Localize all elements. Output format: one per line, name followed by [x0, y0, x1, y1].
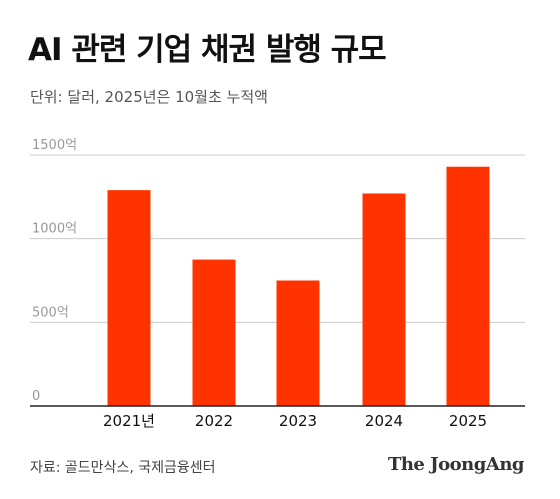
bar [107, 190, 151, 406]
x-tick-label: 2023 [279, 412, 317, 430]
y-tick-label: 1500억 [32, 138, 77, 153]
publisher-logo: The JoongAng [387, 454, 525, 475]
x-tick-label: 2025 [449, 412, 487, 430]
source-note: 자료: 골드만삭스, 국제금융센터 [30, 460, 216, 476]
y-tick-label: 500억 [32, 305, 69, 320]
bar [192, 259, 236, 406]
bar [362, 193, 406, 406]
chart-title: AI 관련 기업 채권 발행 규모 [28, 32, 387, 68]
bar-chart: 0 500억 1000억 1500억 2021년 2022 2023 2024 2025 [30, 138, 525, 430]
chart-subtitle: 단위: 달러, 2025년은 10월초 누적액 [30, 88, 268, 106]
y-tick-label: 1000억 [32, 222, 77, 237]
y-tick-label: 0 [32, 389, 40, 404]
bar [446, 166, 490, 406]
bar [276, 280, 320, 406]
x-tick-label: 2021년 [103, 412, 155, 430]
x-tick-label: 2024 [365, 412, 403, 430]
x-tick-label: 2022 [195, 412, 233, 430]
